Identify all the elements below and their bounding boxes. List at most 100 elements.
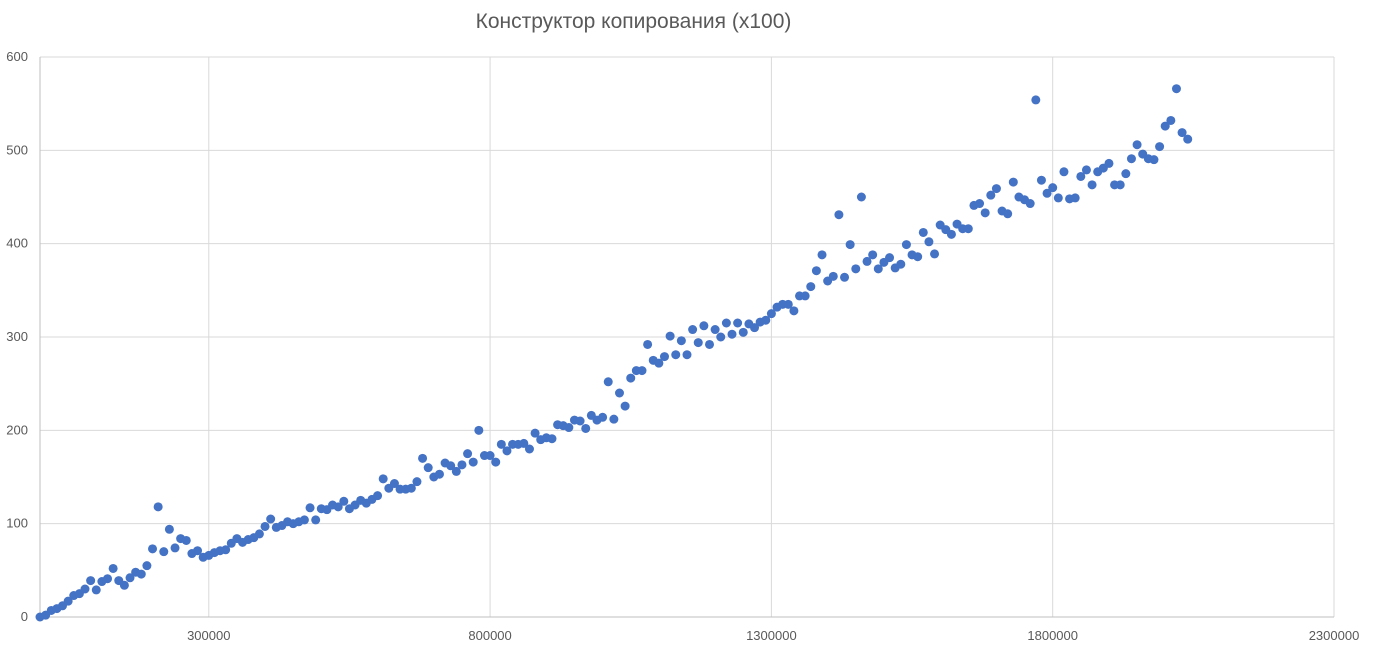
y-tick-label: 400 (6, 236, 28, 251)
data-point (373, 491, 383, 501)
data-point (299, 515, 309, 525)
data-point (609, 414, 619, 424)
data-point (496, 439, 506, 449)
y-tick-label: 200 (6, 422, 28, 437)
y-tick-label: 600 (6, 49, 28, 64)
data-point (643, 339, 653, 349)
data-point (142, 561, 152, 571)
data-point (975, 199, 985, 209)
data-point (654, 358, 664, 368)
data-point (108, 563, 118, 573)
data-point (164, 524, 174, 534)
data-point (1183, 134, 1193, 144)
x-tick-label: 1800000 (1027, 628, 1078, 643)
data-point (1160, 121, 1170, 131)
data-point (463, 449, 473, 459)
data-point (986, 190, 996, 200)
data-point (423, 463, 433, 473)
data-point (710, 325, 720, 335)
data-point (946, 229, 956, 239)
data-point (1053, 193, 1063, 203)
data-point (333, 502, 343, 512)
data-point (1042, 188, 1052, 198)
data-point (1070, 193, 1080, 203)
data-point (693, 338, 703, 348)
data-point (389, 479, 399, 489)
data-point (1003, 209, 1013, 219)
axes (39, 57, 1334, 618)
data-point (581, 423, 591, 433)
data-point (1171, 84, 1181, 94)
data-point (1076, 171, 1086, 181)
data-point (103, 574, 113, 584)
data-point (474, 425, 484, 435)
data-point (1115, 180, 1125, 190)
y-tick-label: 300 (6, 329, 28, 344)
data-point (991, 184, 1001, 194)
data-point (901, 240, 911, 250)
data-point (412, 477, 422, 487)
data-point (659, 352, 669, 362)
data-point (845, 240, 855, 250)
data-point (491, 457, 501, 467)
data-point (311, 515, 321, 525)
data-points (35, 84, 1193, 622)
data-point (733, 318, 743, 328)
data-point (1008, 177, 1018, 187)
data-point (547, 434, 557, 444)
data-point (727, 329, 737, 339)
data-point (856, 192, 866, 202)
data-point (1149, 155, 1159, 165)
data-point (406, 483, 416, 493)
data-point (221, 545, 231, 555)
data-point (91, 585, 101, 595)
data-point (783, 299, 793, 309)
data-point (305, 503, 315, 513)
data-point (1177, 128, 1187, 138)
data-point (862, 256, 872, 266)
data-point (1104, 158, 1114, 168)
data-point (789, 306, 799, 316)
data-point (873, 264, 883, 274)
data-point (1126, 154, 1136, 164)
x-tick-label: 1300000 (746, 628, 797, 643)
data-point (1121, 169, 1131, 179)
data-point (378, 474, 388, 484)
data-point (1081, 165, 1091, 175)
data-point (153, 502, 163, 512)
data-point (766, 309, 776, 319)
data-point (254, 529, 264, 539)
data-point (80, 584, 90, 594)
data-point (86, 576, 96, 586)
data-point (446, 461, 456, 471)
data-point (1031, 95, 1041, 105)
data-point (530, 428, 540, 438)
chart-title: Конструктор копирования (x100) (475, 10, 792, 33)
data-point (63, 596, 73, 606)
x-tick-label: 2300000 (1309, 628, 1360, 643)
data-point (485, 451, 495, 461)
data-point (181, 535, 191, 545)
tick-labels: 0 100 200 300 400 500 600 300000 800000 1300000 18… (6, 49, 1359, 643)
data-point (148, 544, 158, 554)
data-point (885, 253, 895, 263)
data-point (519, 438, 529, 448)
x-tick-label: 800000 (468, 628, 511, 643)
data-point (811, 266, 821, 276)
data-point (963, 224, 973, 234)
data-point (434, 469, 444, 479)
data-point (1036, 175, 1046, 185)
data-point (159, 547, 169, 557)
data-point (980, 208, 990, 218)
y-tick-label: 0 (21, 609, 28, 624)
data-point (913, 252, 923, 262)
data-point (868, 250, 878, 260)
data-point (688, 325, 698, 335)
data-point (603, 377, 613, 387)
data-point (851, 264, 861, 274)
data-point (119, 580, 129, 590)
data-point (716, 332, 726, 342)
data-point (817, 250, 827, 260)
data-point (136, 569, 146, 579)
